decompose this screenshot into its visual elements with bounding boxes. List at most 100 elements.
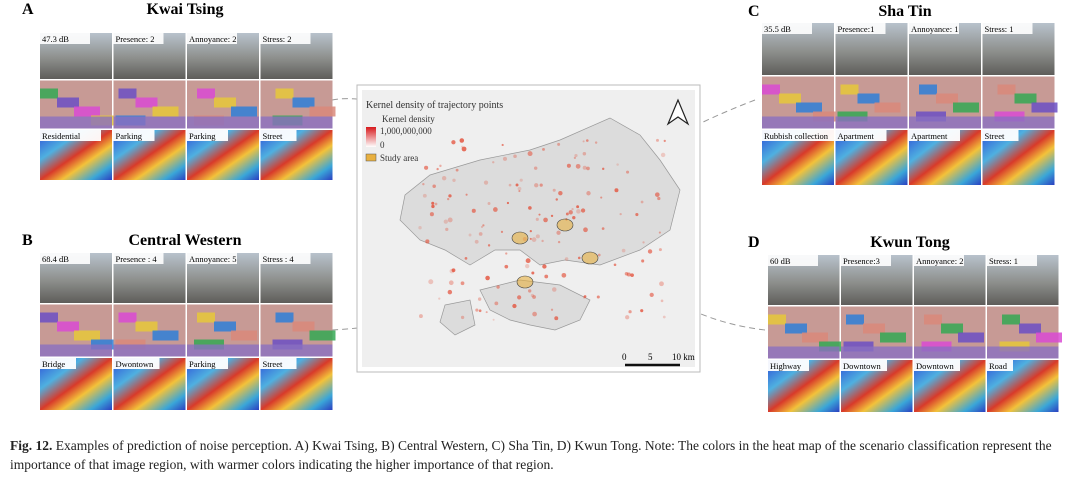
density-dot — [531, 237, 537, 242]
density-dot — [459, 138, 465, 143]
road-segment — [113, 116, 186, 129]
density-dot — [500, 230, 504, 233]
density-dot — [555, 198, 558, 201]
density-dot — [630, 273, 634, 278]
density-dot — [496, 285, 500, 289]
legend-max: 1,000,000,000 — [380, 126, 432, 136]
density-dot — [601, 227, 605, 230]
density-dot — [434, 202, 438, 206]
road-segment — [260, 344, 333, 357]
metric-label: Stress : 4 — [263, 254, 295, 264]
density-dot — [596, 295, 600, 299]
density-dot — [431, 204, 435, 209]
segment — [941, 323, 963, 334]
segment — [57, 321, 79, 332]
map-land — [479, 279, 591, 331]
density-dot — [422, 193, 427, 198]
density-dot — [505, 252, 508, 255]
density-dot — [538, 213, 541, 216]
density-dot — [461, 146, 467, 152]
density-dot — [474, 239, 479, 244]
segment — [785, 323, 807, 334]
segment — [880, 332, 906, 343]
segment — [802, 332, 828, 343]
density-dot — [502, 156, 508, 161]
scale-label: 5 — [648, 352, 653, 362]
metric-label-bg — [909, 23, 959, 34]
scene-label: Residential — [42, 131, 81, 141]
scene-label-bg — [187, 358, 228, 369]
density-dot — [464, 257, 468, 260]
study-area — [516, 275, 534, 289]
metric-label: Annoyance: 5 — [189, 254, 236, 264]
panel-title: Kwai Tsing — [147, 1, 224, 18]
scene-label: Bridge — [42, 359, 65, 369]
density-dot — [586, 166, 590, 171]
density-dot — [508, 183, 512, 187]
segment — [275, 312, 294, 323]
metric-label-bg — [187, 33, 237, 44]
density-dot — [512, 303, 517, 309]
metric-label: Presence: 2 — [116, 34, 155, 44]
density-dot — [619, 213, 622, 216]
panel-letter: A — [22, 1, 34, 18]
density-dot — [422, 182, 425, 186]
metric-label-bg — [260, 253, 311, 264]
density-dot — [649, 292, 654, 297]
panel-title: Sha Tin — [878, 3, 931, 20]
caption-text: Examples of prediction of noise percepti… — [10, 438, 1052, 472]
scene-label: Street — [263, 131, 283, 141]
road-segment — [40, 344, 112, 357]
scene-label: Downtown — [843, 361, 882, 371]
density-dot — [582, 152, 587, 156]
road-segment — [982, 116, 1055, 129]
segment — [779, 93, 801, 104]
scene-label: Parking — [189, 131, 216, 141]
density-dot — [518, 190, 521, 193]
metric-label: Presence:1 — [838, 24, 875, 34]
density-dot — [528, 206, 532, 210]
segment — [924, 314, 942, 325]
density-dot — [439, 164, 442, 168]
road-segment — [762, 116, 834, 129]
north-arrow — [666, 98, 690, 126]
density-dot — [656, 138, 659, 142]
density-dot — [528, 289, 532, 293]
density-dot — [535, 217, 539, 221]
density-dot — [640, 309, 644, 313]
density-dot — [586, 191, 591, 196]
density-dot — [529, 230, 532, 233]
scene-label-bg — [914, 360, 960, 371]
density-dot — [436, 167, 439, 171]
scene-label: Apartment — [838, 131, 875, 141]
density-dot — [557, 142, 561, 146]
scene-label-bg — [768, 360, 809, 371]
density-dot — [517, 186, 522, 191]
density-dot — [660, 299, 664, 303]
scale-label: 10 km — [672, 352, 695, 362]
density-dot — [552, 188, 556, 192]
density-dot — [583, 295, 586, 299]
metric-label: Annoyance: 2 — [189, 34, 236, 44]
density-dot — [431, 201, 435, 205]
scene-label-bg — [40, 358, 76, 369]
metric-label-bg — [762, 23, 812, 34]
segment — [135, 97, 158, 108]
density-dot — [447, 289, 453, 295]
density-dot — [635, 212, 639, 217]
density-dot — [542, 147, 545, 151]
density-dot — [583, 227, 588, 233]
density-dot — [492, 318, 495, 321]
density-dot — [658, 231, 661, 234]
segment — [152, 330, 179, 341]
segment — [214, 97, 236, 108]
scene-label: Parking — [189, 359, 216, 369]
scale-label: 0 — [622, 352, 627, 362]
density-dot — [438, 297, 441, 300]
segment — [958, 332, 984, 343]
metric-label: Annoyance: 2 — [916, 256, 963, 266]
segment — [936, 93, 958, 104]
road-segment — [40, 116, 112, 129]
density-dot — [576, 205, 580, 209]
scene-label: Rubbish collection — [764, 131, 829, 141]
